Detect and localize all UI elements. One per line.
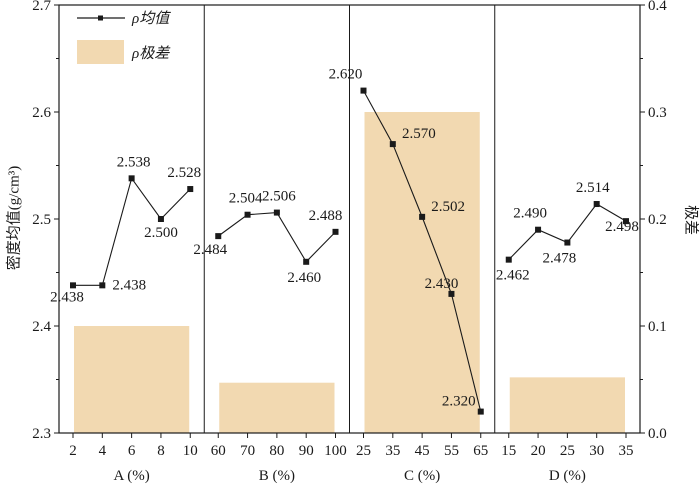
- mean-point-p2-1: [215, 233, 222, 240]
- mean-point-p3-1: [360, 87, 367, 94]
- mean-point-p4-3: [564, 239, 571, 246]
- data-label-p1-1: 2.438: [50, 289, 84, 305]
- y-left-tick-label-4: 2.6: [32, 105, 51, 121]
- x-axis-title-panel-1: A (%): [114, 468, 150, 484]
- axes: 密度均值(g/cm³) 极差 2 4 6 8 10 A (%) 60 70 80 90 100 B (…: [5, 0, 699, 484]
- x-tick-label-p2-2: 70: [240, 443, 255, 459]
- mean-point-p2-4: [303, 258, 310, 265]
- x-tick-label-p4-5: 35: [619, 443, 634, 459]
- mean-point-p3-3: [419, 213, 426, 220]
- x-tick-label-p2-3: 80: [269, 443, 284, 459]
- mean-point-p4-4: [593, 201, 600, 208]
- mean-point-p4-1: [505, 256, 512, 263]
- mean-point-p2-5: [332, 228, 339, 235]
- data-label-p3-3: 2.502: [431, 199, 465, 215]
- data-label-p4-2: 2.490: [513, 206, 547, 222]
- data-label-p1-5: 2.528: [167, 165, 201, 181]
- mean-point-p2-2: [244, 211, 251, 218]
- x-tick-label-p1-1: 2: [69, 443, 77, 459]
- x-tick-label-p3-1: 25: [356, 443, 371, 459]
- mean-point-p3-2: [389, 141, 396, 148]
- legend-bar-label: ρ极差: [131, 45, 171, 62]
- x-tick-label-p3-3: 45: [415, 443, 430, 459]
- range-bars: [74, 112, 625, 433]
- mean-point-p1-3: [128, 175, 135, 182]
- data-label-p2-4: 2.460: [287, 270, 321, 286]
- mean-point-p4-5: [623, 218, 629, 225]
- mean-point-p3-5: [477, 408, 484, 415]
- x-tick-label-p4-3: 25: [560, 443, 575, 459]
- x-tick-label-p4-4: 30: [589, 443, 604, 459]
- x-tick-label-p3-5: 65: [473, 443, 488, 459]
- legend-bar-swatch: [77, 40, 124, 64]
- x-axis-title-panel-4: D (%): [549, 468, 586, 484]
- y-right-tick-label-5: 0.4: [648, 0, 667, 14]
- data-label-p3-5: 2.320: [442, 394, 476, 410]
- legend-line-label: ρ均值: [131, 10, 171, 27]
- data-label-p3-1: 2.620: [329, 67, 363, 83]
- x-tick-label-p1-3: 6: [128, 443, 136, 459]
- data-label-p4-4: 2.514: [576, 180, 610, 196]
- data-label-p3-4: 2.430: [425, 276, 459, 292]
- y-left-tick-label-3: 2.5: [32, 212, 51, 228]
- x-tick-label-p2-4: 90: [299, 443, 314, 459]
- data-label-p4-5: 2.498: [605, 219, 639, 235]
- mean-point-p1-1: [70, 282, 76, 289]
- mean-point-p4-2: [535, 226, 542, 233]
- data-label-p1-3: 2.538: [117, 154, 151, 170]
- x-tick-label-p3-4: 55: [444, 443, 459, 459]
- data-labels: 2.438 2.438 2.538 2.500 2.528 2.484 2.504 2.506…: [50, 67, 639, 410]
- x-tick-label-p1-2: 4: [99, 443, 107, 459]
- y-right-tick-label-1: 0.0: [648, 426, 667, 442]
- mean-point-p2-3: [273, 209, 280, 216]
- mean-point-p1-5: [187, 186, 194, 193]
- data-label-p2-5: 2.488: [309, 208, 343, 224]
- x-tick-label-p2-1: 60: [211, 443, 226, 459]
- y-right-tick-label-2: 0.1: [648, 319, 667, 335]
- x-axis-title-panel-3: C (%): [404, 468, 440, 484]
- range-bar-panel-3: [364, 112, 480, 433]
- x-tick-label-p1-4: 8: [157, 443, 165, 459]
- x-tick-label-p3-2: 35: [385, 443, 400, 459]
- data-label-p3-2: 2.570: [402, 126, 436, 142]
- legend-line-marker: [98, 15, 103, 21]
- y-left-title: 密度均值(g/cm³): [5, 166, 22, 270]
- x-tick-label-p1-5: 10: [183, 443, 198, 459]
- y-right-tick-label-4: 0.3: [648, 105, 667, 121]
- x-tick-label-p4-2: 20: [531, 443, 546, 459]
- y-right-title: 极差: [683, 205, 700, 235]
- data-label-p1-4: 2.500: [144, 225, 178, 241]
- data-label-p1-2: 2.438: [112, 277, 146, 293]
- mean-lines: [70, 87, 629, 415]
- legend: ρ均值 ρ极差: [77, 10, 171, 64]
- mean-point-p1-4: [157, 216, 164, 222]
- x-axis-title-panel-2: B (%): [259, 468, 295, 484]
- y-left-tick-label-5: 2.7: [32, 0, 51, 14]
- mean-point-p1-2: [99, 282, 106, 289]
- y-left-tick-label-1: 2.3: [32, 426, 51, 442]
- data-label-p4-1: 2.462: [496, 268, 530, 284]
- y-right-tick-label-3: 0.2: [648, 212, 667, 228]
- data-label-p4-3: 2.478: [543, 251, 577, 267]
- data-label-p2-3: 2.506: [262, 189, 296, 205]
- range-bar-panel-2: [219, 382, 335, 433]
- range-bar-panel-1: [74, 326, 190, 433]
- data-label-p2-2: 2.504: [229, 191, 263, 207]
- data-label-p2-1: 2.484: [193, 242, 227, 258]
- x-tick-label-p2-5: 100: [324, 443, 347, 459]
- y-left-tick-label-2: 2.4: [32, 319, 51, 335]
- range-bar-panel-4: [509, 377, 625, 433]
- mean-point-p3-4: [448, 290, 455, 297]
- x-tick-label-p4-1: 15: [501, 443, 516, 459]
